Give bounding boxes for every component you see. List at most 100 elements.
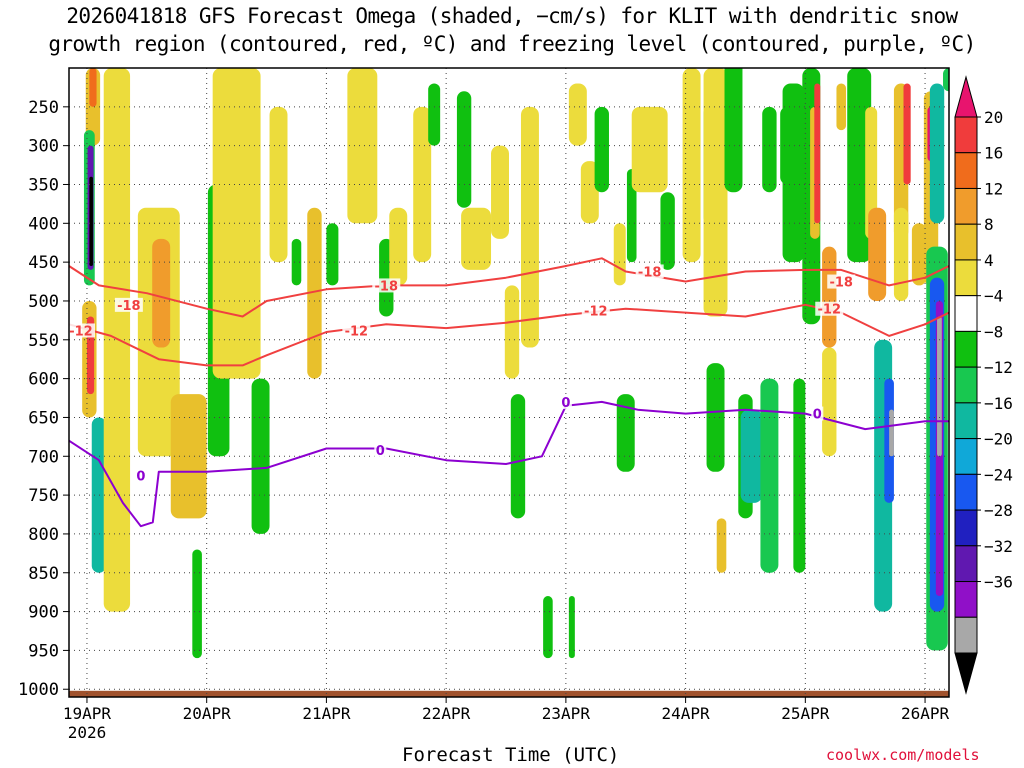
omega-cell xyxy=(568,596,575,659)
omega-cell xyxy=(929,83,945,224)
contour-label: -18 xyxy=(117,299,141,314)
omega-cell xyxy=(822,246,837,348)
y-tick-label: 450 xyxy=(28,253,59,273)
colorbar-tick-label: −28 xyxy=(984,501,1013,520)
colorbar-tick-label: 4 xyxy=(984,251,994,270)
contour-label-bg xyxy=(114,297,143,312)
contour-line xyxy=(69,257,949,318)
omega-cell xyxy=(543,596,553,659)
colorbar-tick-label: −12 xyxy=(984,358,1013,377)
omega-cell xyxy=(456,91,472,208)
contour-label: -18 xyxy=(638,265,662,280)
contour-label-bg xyxy=(342,323,371,338)
x-tick-label: 23APR xyxy=(542,704,591,723)
colorbar-tick-label: −8 xyxy=(984,322,1003,341)
colorbar-tick-label: −20 xyxy=(984,430,1013,449)
colorbar-tick-label: 20 xyxy=(984,108,1003,127)
contour-label: -12 xyxy=(818,303,842,318)
omega-cell xyxy=(192,549,202,659)
omega-cell xyxy=(152,238,171,348)
contour-label-bg xyxy=(374,443,387,458)
omega-cell xyxy=(291,238,302,286)
omega-cell xyxy=(89,68,97,107)
omega-cell xyxy=(762,106,777,193)
colorbar-box xyxy=(954,116,978,154)
omega-cell xyxy=(91,417,107,573)
colorbar-box xyxy=(954,402,978,440)
omega-cell xyxy=(793,378,806,573)
contour-label: 0 xyxy=(561,396,570,411)
omega-cell xyxy=(889,409,894,457)
contour-label: -12 xyxy=(584,304,608,319)
contour-label-bg xyxy=(811,406,824,421)
omega-cell xyxy=(626,168,637,263)
y-tick-label: 400 xyxy=(28,214,59,234)
contour-label-bg xyxy=(372,278,401,293)
contour-label: -12 xyxy=(69,324,93,339)
omega-cell xyxy=(716,518,727,573)
y-tick-label: 650 xyxy=(28,408,59,428)
x-tick-label: 21APR xyxy=(302,704,351,723)
colorbar-box xyxy=(954,330,978,368)
y-tick-label: 600 xyxy=(28,370,59,390)
omega-cell xyxy=(822,347,837,457)
plot-frame xyxy=(68,67,950,698)
omega-cell xyxy=(706,363,725,472)
omega-cell xyxy=(724,68,743,193)
omega-cell xyxy=(760,378,779,573)
colorbar-arrow-top xyxy=(954,75,978,118)
colorbar-box xyxy=(954,509,978,547)
omega-cell xyxy=(868,207,887,301)
omega-cell xyxy=(703,68,728,317)
omega-cell xyxy=(461,207,492,270)
y-tick-label: 550 xyxy=(28,331,59,351)
y-tick-label: 1000 xyxy=(18,680,59,700)
y-tick-label: 350 xyxy=(28,175,59,195)
x-tick-label: 24APR xyxy=(662,704,711,723)
y-tick-label: 850 xyxy=(28,564,59,584)
x-tick-label: 26APR xyxy=(901,704,950,723)
omega-cell xyxy=(413,106,432,263)
colorbar-tick-label: 16 xyxy=(984,144,1003,163)
omega-shading-layer: -18 -18 -18 -18 -12 -12 -12 -12 0 0 0 0 xyxy=(69,68,949,697)
contour-label: -18 xyxy=(829,276,853,291)
y-tick-label: 900 xyxy=(28,603,59,623)
colorbar-tick-label: −36 xyxy=(984,573,1013,592)
contour-line xyxy=(69,400,949,528)
omega-cell xyxy=(865,106,878,239)
omega-cell xyxy=(814,83,821,224)
omega-cell xyxy=(911,223,927,286)
omega-cell xyxy=(847,68,872,263)
omega-cell xyxy=(520,106,539,348)
colorbar-box xyxy=(954,223,978,261)
colorbar-box xyxy=(954,616,978,654)
colorbar-arrow-bottom xyxy=(954,652,978,695)
colorbar-tick-label: −16 xyxy=(984,394,1013,413)
x-year-label: 2026 xyxy=(68,723,107,742)
omega-cell xyxy=(903,83,911,185)
contour-label-bg xyxy=(827,274,856,289)
colorbar-box xyxy=(954,152,978,189)
x-tick-label: 20APR xyxy=(183,704,232,723)
credit-link[interactable]: coolwx.com/models xyxy=(826,746,980,764)
contour-label-bg xyxy=(559,394,572,409)
colorbar-box xyxy=(954,545,978,583)
y-tick-label: 950 xyxy=(28,641,59,661)
y-tick-label: 250 xyxy=(28,98,59,118)
omega-cell xyxy=(937,316,942,457)
colorbar-tick-label: 8 xyxy=(984,215,994,234)
contour-label-bg xyxy=(581,303,610,318)
omega-cell xyxy=(580,161,599,224)
omega-cell xyxy=(510,394,526,519)
y-tick-label: 750 xyxy=(28,486,59,506)
omega-cell xyxy=(782,83,805,263)
colorbar-tick-label: −32 xyxy=(984,537,1013,556)
contour-label: -18 xyxy=(375,279,399,294)
contour-label-bg xyxy=(815,301,844,316)
contour-label: 0 xyxy=(813,408,822,423)
y-tick-label: 700 xyxy=(28,447,59,467)
chart-title-line2: growth region (contoured, red, ºC) and f… xyxy=(48,32,976,56)
omega-cell xyxy=(568,83,587,146)
omega-cell xyxy=(836,83,847,131)
